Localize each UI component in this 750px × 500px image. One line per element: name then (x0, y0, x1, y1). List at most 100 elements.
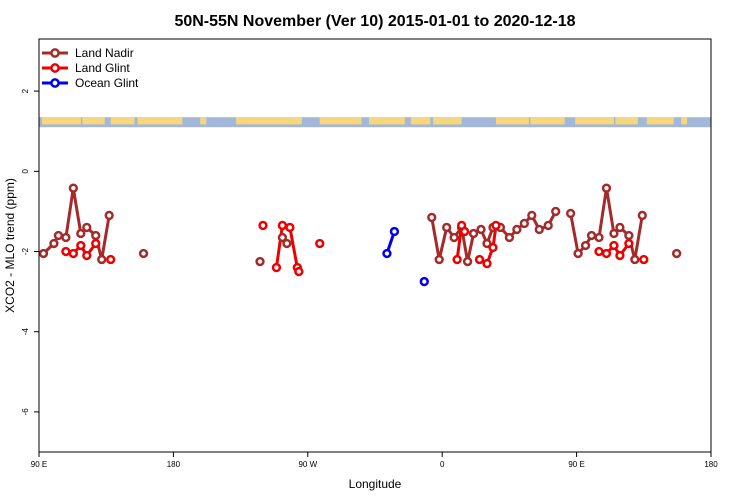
land-nadir-point (586, 230, 597, 241)
land-nadir-point (277, 232, 288, 243)
land-nadir-point (534, 224, 544, 235)
land-nadir-point (580, 240, 591, 251)
land-patch (646, 117, 674, 125)
land-nadir-point (504, 232, 515, 243)
land-glint-point (601, 248, 612, 259)
land-patch (681, 117, 688, 125)
land-nadir-point (601, 183, 612, 193)
land-nadir-point (527, 210, 537, 221)
land-glint-point (459, 226, 470, 237)
land-nadir-point (282, 238, 292, 249)
land-nadir-point (462, 256, 473, 267)
land-patch (410, 117, 431, 125)
land-glint-point (68, 248, 78, 259)
land-glint-point (258, 220, 268, 231)
land-nadir-point (637, 210, 647, 221)
land-glint-point (482, 258, 492, 269)
land-patch (236, 117, 302, 125)
land-glint-point (91, 238, 101, 249)
land-patch (433, 117, 462, 125)
land-nadir-point (49, 238, 59, 249)
x-axis-ticks: 90 E 180 90 W 0 90 E 180 (31, 452, 718, 469)
land-patch (319, 117, 362, 125)
land-glint-point (452, 254, 462, 265)
land-patch (200, 117, 207, 125)
land-nadir-point (434, 254, 444, 265)
y-tick-label: 2 (21, 88, 30, 93)
land-nadir-point (624, 230, 634, 241)
ocean-glint-legend-label: Ocean Glint (75, 76, 139, 90)
land-glint-point (76, 240, 86, 251)
land-nadir-point (97, 254, 107, 265)
land-patch (82, 117, 105, 125)
land-nadir-point (442, 222, 452, 233)
land-glint-point (594, 246, 604, 257)
chart-title: 50N-55N November (Ver 10) 2015-01-01 to … (174, 13, 575, 30)
land-nadir-point (61, 232, 71, 243)
y-tick-label: -2 (21, 247, 30, 255)
land-nadir-point (255, 256, 265, 267)
x-tick-label: 180 (704, 460, 718, 469)
land-patch (575, 117, 614, 125)
x-tick-label: 0 (440, 460, 445, 469)
ocean-glint-point (382, 248, 392, 259)
land-patch (495, 117, 529, 125)
land-nadir-legend-label: Land Nadir (75, 46, 134, 60)
series-lines (42, 186, 644, 273)
series-points (38, 183, 682, 287)
y-tick-label: -4 (21, 328, 30, 336)
land-nadir-point (138, 248, 149, 259)
land-nadir-point (82, 222, 92, 233)
land-glint-point (624, 238, 634, 249)
x-tick-label: 90 E (31, 460, 47, 469)
land-patch (137, 117, 183, 125)
land-glint-point (285, 222, 295, 233)
land-patch (369, 117, 405, 125)
ocean-glint-point (389, 226, 400, 237)
land-nadir-point (104, 210, 114, 221)
land-glint-point (488, 242, 498, 253)
land-patch (615, 117, 638, 125)
land-nadir-point (565, 208, 576, 219)
y-axis-ticks: 2 0 -2 -4 -6 (21, 88, 39, 415)
land-nadir-point (573, 248, 583, 259)
land-glint-point (474, 254, 485, 265)
land-glint-point (106, 254, 116, 265)
land-nadir-point (630, 254, 640, 265)
land-nadir-point (427, 212, 437, 223)
land-glint-point (61, 246, 71, 257)
land-nadir-point (482, 238, 492, 249)
land-glint-point (315, 238, 325, 249)
land-nadir-point (609, 228, 619, 239)
plot-area-frame (38, 38, 712, 453)
land-glint-point (615, 250, 625, 261)
land-glint-point (271, 262, 282, 273)
x-axis-label: Longitude (349, 477, 402, 491)
land-nadir-point (551, 206, 561, 217)
land-patch (530, 117, 565, 125)
land-nadir-point (38, 248, 49, 259)
land-nadir-point (594, 232, 604, 243)
land-glint-point (639, 254, 649, 265)
y-tick-label: -6 (21, 408, 30, 416)
land-nadir-point (672, 248, 682, 259)
land-glint-legend-marker (50, 63, 60, 73)
land-nadir-point (68, 183, 78, 193)
ocean-glint-point (419, 276, 429, 287)
ocean-glint-legend-marker (50, 78, 60, 88)
land-nadir-point (468, 228, 479, 239)
x-tick-label: 90 W (298, 460, 317, 469)
land-patch (41, 117, 81, 125)
land-patch (110, 117, 135, 125)
land-nadir-point (519, 218, 529, 229)
land-nadir-point (476, 224, 486, 235)
x-tick-label: 180 (167, 460, 181, 469)
land-glint-point (82, 250, 92, 261)
land-glint-point (294, 266, 304, 277)
y-tick-label: 0 (21, 169, 30, 174)
land-nadir-point (615, 222, 625, 233)
land-ocean-strip (39, 117, 711, 128)
land-nadir-point (512, 224, 522, 235)
